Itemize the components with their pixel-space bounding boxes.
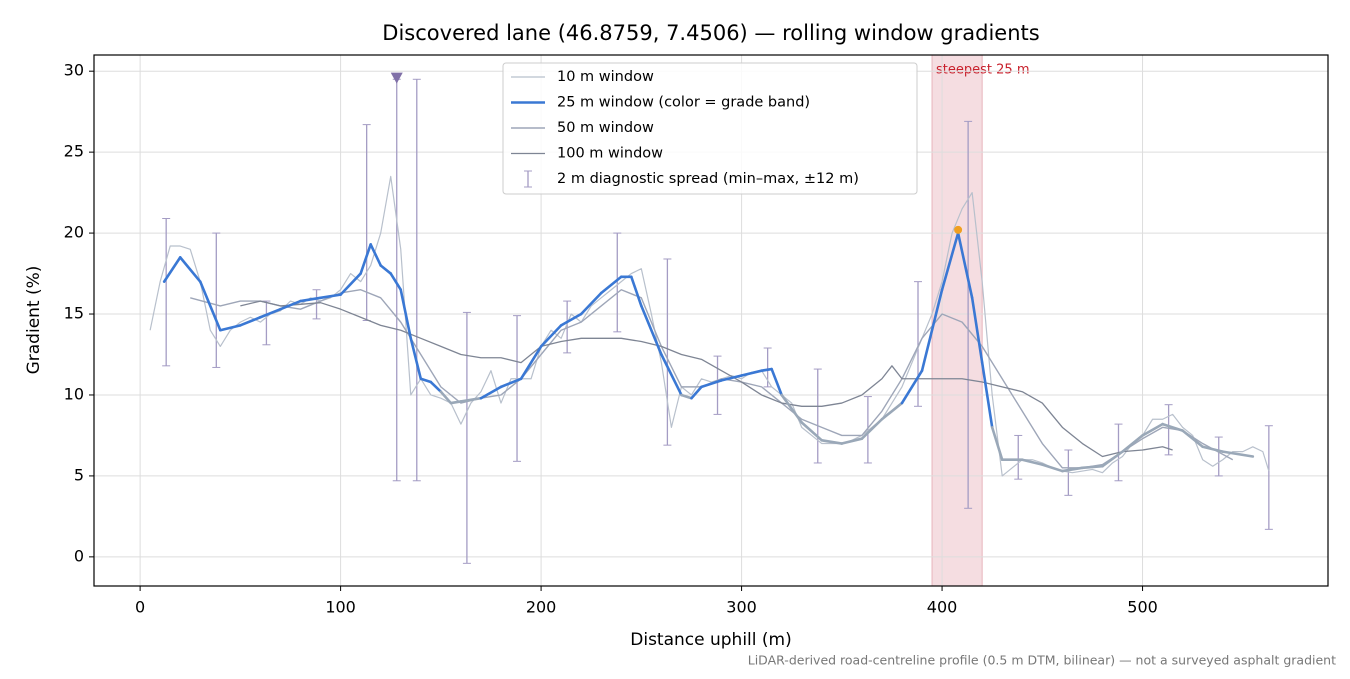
line-segment (1101, 450, 1124, 468)
line-segment (980, 361, 994, 429)
line-segment (1020, 458, 1044, 466)
legend-label: 50 m window (557, 120, 654, 136)
line-segment (760, 367, 773, 372)
line-segment (720, 374, 743, 382)
line-segment (880, 401, 904, 421)
line-segment (1041, 463, 1064, 473)
line-segment (1061, 466, 1084, 473)
clip-marker (390, 72, 403, 84)
line-segment (369, 243, 382, 267)
line-segment (740, 369, 763, 377)
y-tick-label: 5 (74, 465, 84, 484)
steepest-label: steepest 25 m (936, 63, 1029, 78)
y-tick-label: 10 (64, 384, 84, 403)
line-segment (920, 288, 944, 372)
line-segment (1161, 422, 1184, 432)
x-tick-label: 500 (1127, 598, 1158, 617)
line-segment (162, 256, 182, 283)
line-segment (259, 307, 282, 319)
x-tick-label: 100 (325, 598, 356, 617)
y-tick-label: 25 (64, 142, 84, 161)
line-segment (579, 291, 603, 316)
y-axis-label: Gradient (%) (24, 266, 44, 375)
line-segment (439, 390, 453, 405)
line-segment (800, 421, 824, 442)
line-segment (970, 296, 984, 364)
y-tick-label: 15 (64, 304, 84, 323)
line-segment (279, 299, 302, 311)
line-segment (700, 379, 723, 389)
chart-title: Discovered lane (46.8759, 7.4506) — roll… (382, 21, 1039, 45)
legend-label: 100 m window (557, 146, 663, 162)
line-segment (780, 393, 804, 424)
line-segment (479, 385, 503, 400)
peak-marker (954, 225, 963, 234)
line-segment (239, 315, 262, 327)
line-segment (339, 272, 362, 296)
line-segment (900, 369, 924, 405)
line-segment (770, 367, 783, 397)
line-segment (940, 231, 960, 292)
line-segment (1221, 450, 1255, 458)
line-segment (219, 324, 242, 332)
line (240, 300, 1173, 458)
plot-frame (93, 54, 1329, 587)
line-segment (449, 400, 463, 405)
line-segment (389, 272, 403, 292)
line-segment (409, 337, 423, 381)
line-segment (499, 377, 523, 389)
line-segment (198, 280, 222, 332)
line-segment (1141, 422, 1164, 437)
line-segment (399, 288, 413, 340)
line-segment (1081, 464, 1104, 470)
line-segment (559, 312, 583, 327)
line-segment (419, 377, 433, 384)
line-segment (319, 293, 342, 300)
line-segment (178, 256, 202, 283)
line-segment (429, 380, 443, 394)
x-tick-label: 400 (927, 598, 958, 617)
line-segment (990, 426, 1004, 462)
x-tick-label: 200 (526, 598, 557, 617)
x-tick-label: 300 (726, 598, 757, 617)
line-segment (956, 231, 974, 300)
line-segment (640, 304, 663, 356)
legend-label: 10 m window (557, 69, 654, 85)
line-segment (1201, 445, 1225, 453)
line (149, 175, 1270, 477)
line-segment (539, 324, 563, 348)
line-segment (379, 264, 393, 275)
line-segment (690, 385, 703, 400)
legend-label: 2 m diagnostic spread (min–max, ±12 m) (557, 171, 859, 187)
line-segment (599, 275, 623, 295)
line-segment (299, 296, 322, 303)
legend-label: 25 m window (color = grade band) (557, 95, 810, 111)
x-axis-label: Distance uphill (m) (630, 630, 791, 650)
footnote: LiDAR-derived road-centreline profile (0… (748, 653, 1336, 668)
line-segment (1121, 434, 1144, 453)
line-segment (680, 393, 693, 400)
line-segment (359, 243, 372, 275)
line-segment (820, 438, 844, 445)
y-tick-label: 30 (64, 61, 84, 80)
line-segment (860, 417, 884, 440)
legend-box (502, 62, 918, 195)
y-tick-label: 0 (74, 546, 84, 565)
line-segment (840, 437, 864, 445)
line-segment (630, 275, 643, 308)
line-segment (459, 396, 483, 403)
y-tick-label: 20 (64, 223, 84, 242)
x-tick-label: 0 (135, 598, 145, 617)
line-segment (660, 353, 683, 397)
line-segment (1181, 429, 1204, 449)
line (190, 289, 1234, 469)
line-segment (519, 345, 543, 381)
